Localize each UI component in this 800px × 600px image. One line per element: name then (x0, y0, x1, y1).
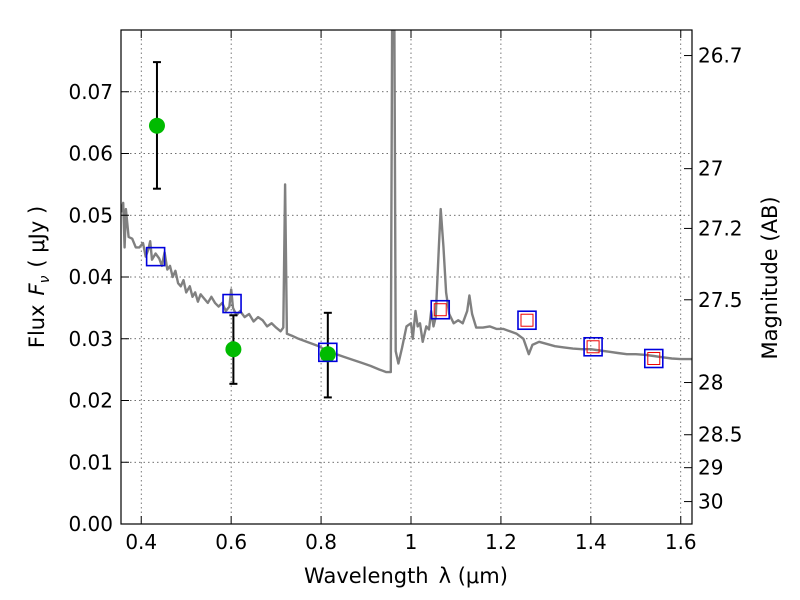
x-tick-label: 1.6 (665, 530, 697, 554)
nir-square-1 (520, 313, 534, 327)
observed-point-1 (225, 341, 242, 358)
model-square-6 (643, 348, 664, 369)
observed-points (148, 117, 336, 363)
observed-point-2 (319, 346, 336, 363)
right-tick-label: 29 (698, 456, 723, 480)
y-tick-label: 0.00 (68, 512, 113, 536)
x-tick-label: 1.2 (485, 530, 517, 554)
model-square-2 (318, 342, 338, 363)
y-tick-label: 0.04 (68, 265, 113, 289)
x-tick-label: 0.6 (215, 530, 247, 554)
right-tick-label: 27.2 (698, 216, 743, 240)
nir-square-2 (586, 340, 600, 354)
y-tick-label: 0.03 (68, 327, 113, 351)
right-tick-label: 30 (698, 490, 723, 514)
x-tick-label: 1 (405, 530, 418, 554)
grid-lines (121, 30, 692, 525)
y-tick-label: 0.06 (68, 142, 113, 166)
y-tick-label: 0.02 (68, 389, 113, 413)
spectrum-layer (121, 30, 692, 374)
observed-point-0 (148, 117, 165, 134)
right-tick-label: 27 (698, 157, 723, 181)
right-tick-label: 27.5 (698, 288, 743, 312)
y-tick-label: 0.07 (68, 80, 113, 104)
model-square-4 (517, 310, 537, 331)
x-tick-label: 1.4 (575, 530, 607, 554)
model-square-3 (430, 299, 451, 320)
x-tick-label: 0.8 (305, 530, 337, 554)
model-square-0 (145, 246, 166, 267)
model-spectrum-line (121, 30, 692, 374)
right-tick-label: 28.5 (698, 423, 743, 447)
axis-ticks: 0.4 0.6 0.8 1 1.2 1.4 1.6 0.00 0.01 0.02 0.03 0.04 0… (68, 30, 743, 554)
x-tick-label: 0.4 (125, 530, 157, 554)
nir-square-0 (433, 303, 447, 317)
model-square-1 (222, 293, 242, 314)
model-squares (145, 246, 664, 369)
y-tick-label: 0.05 (68, 203, 113, 227)
y-axis-label: FluxFν( μJy ) (25, 206, 53, 348)
model-square-5 (583, 336, 603, 357)
right-tick-label: 26.7 (698, 44, 743, 68)
nir-square-3 (647, 352, 661, 366)
x-axis-label: Wavelength λ (μm) (304, 564, 508, 588)
y-tick-label: 0.01 (68, 450, 113, 474)
error-bars (152, 61, 332, 399)
y-axis-right-label: Magnitude (AB) (758, 196, 782, 359)
right-tick-label: 28 (698, 371, 723, 395)
